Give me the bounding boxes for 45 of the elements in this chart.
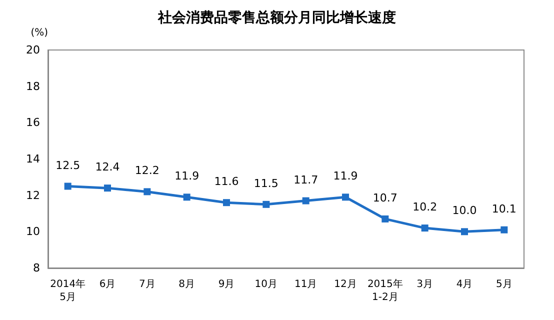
data-label: 11.7 bbox=[294, 173, 318, 186]
data-label: 11.9 bbox=[174, 170, 200, 183]
x-tick-label: 11月 bbox=[294, 279, 318, 290]
y-tick-label: 14 bbox=[26, 152, 40, 166]
x-tick-label: 2015年 1-2月 bbox=[367, 278, 403, 303]
point bbox=[421, 224, 428, 232]
x-tick-label: 10月 bbox=[254, 279, 278, 290]
x-tick-label: 3月 bbox=[416, 279, 434, 290]
point bbox=[342, 194, 349, 201]
y-tick-label: 12 bbox=[26, 188, 40, 202]
y-tick-label: 8 bbox=[33, 262, 40, 274]
point bbox=[500, 226, 508, 234]
point bbox=[183, 194, 190, 201]
point bbox=[262, 200, 270, 208]
x-tick-label: 2014年 5月 bbox=[50, 278, 86, 303]
chart-title: 社会消费品零售总额分月同比增长速度 bbox=[157, 9, 396, 26]
x-tick-label: 8月 bbox=[178, 279, 196, 290]
data-label: 10.2 bbox=[412, 200, 438, 214]
data-label: 11.6 bbox=[214, 175, 239, 188]
data-label: 11.5 bbox=[254, 176, 278, 190]
y-tick-label: 16 bbox=[26, 116, 40, 130]
x-tick-label: 4月 bbox=[456, 279, 473, 290]
point bbox=[223, 199, 230, 206]
x-tick-label: 7月 bbox=[138, 279, 156, 290]
point bbox=[461, 228, 468, 236]
point bbox=[144, 188, 151, 196]
y-tick-label: 10 bbox=[26, 225, 40, 238]
data-label: 12.4 bbox=[95, 160, 120, 174]
data-label: 10.7 bbox=[372, 191, 398, 204]
data-label: 12.2 bbox=[134, 164, 160, 178]
point bbox=[64, 182, 72, 190]
y-tick-label: 18 bbox=[26, 80, 40, 93]
point bbox=[104, 184, 111, 192]
data-label: 11.9 bbox=[333, 170, 358, 183]
y-tick-label: 20 bbox=[26, 44, 40, 56]
data-label: 12.5 bbox=[56, 158, 80, 172]
data-label: 10.1 bbox=[492, 202, 516, 216]
data-label: 10.0 bbox=[452, 204, 477, 218]
x-tick-label: 12月 bbox=[334, 279, 357, 290]
point bbox=[382, 215, 389, 222]
point bbox=[302, 197, 310, 204]
x-tick-label: 9月 bbox=[218, 279, 235, 290]
x-tick-label: 5月 bbox=[496, 279, 512, 290]
x-tick-label: 6月 bbox=[99, 279, 116, 290]
y-axis-title: (%) bbox=[30, 28, 48, 38]
